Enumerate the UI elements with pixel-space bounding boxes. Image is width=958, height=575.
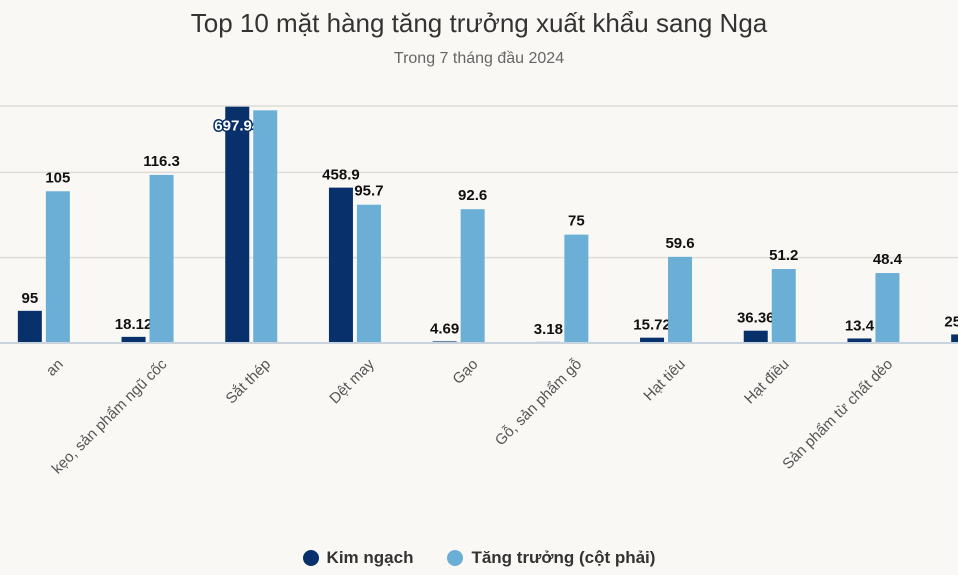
chart-subtitle: Trong 7 tháng đầu 2024 [393,50,565,67]
bar-kim-ngach-9 [951,334,958,343]
data-label-kim-ngach-6: 15.72 [633,317,671,334]
legend-label-tang-truong: Tăng trưởng (cột phải) [471,548,656,567]
data-label-kim-ngach-4: 4.69 [430,320,459,337]
legend-swatch-kim-ngach [302,550,319,566]
legend-item-kim-ngach[interactable]: Kim ngạch [302,548,414,568]
legend: Kim ngạch Tăng trưởng (cột phải) [0,548,958,568]
data-label-kim-ngach-9: 25.34 [944,313,958,330]
bar-tang-truong-2 [253,110,278,344]
bar-kim-ngach-0 [17,310,42,343]
category-label-4: Gạo [449,356,481,388]
legend-item-tang-truong[interactable]: Tăng trưởng (cột phải) [447,548,655,568]
data-label-tang-truong-7: 51.2 [769,247,798,264]
data-label-tang-truong-1: 116.3 [143,153,180,170]
category-label-0: an [43,356,67,380]
bar-tang-truong-1 [149,174,174,343]
data-label-tang-truong-3: 95.7 [354,183,383,200]
bar-kim-ngach-7 [743,330,768,343]
category-label-8: Sản phẩm từ chất dẻo [779,356,896,473]
bar-kim-ngach-2 [225,106,250,344]
bar-tang-truong-4 [460,209,485,343]
data-label-tang-truong-8: 48.4 [873,251,903,268]
data-label-kim-ngach-0: 95 [22,290,39,307]
category-label-3: Dệt may [326,355,378,407]
data-label-tang-truong-5: 75 [568,213,585,230]
category-label-1: kẹo, sản phẩm ngũ cốc [49,355,171,477]
bar-tang-truong-3 [356,204,381,343]
bar-kim-ngach-6 [640,337,665,343]
legend-swatch-tang-truong [447,550,464,566]
data-label-kim-ngach-5: 3.18 [534,321,563,338]
legend-label-kim-ngach: Kim ngạch [326,548,414,567]
bar-tang-truong-5 [564,234,589,343]
data-label-kim-ngach-8: 13.4 [845,317,875,334]
bar-tang-truong-8 [875,273,900,343]
data-label-tang-truong-6: 59.6 [665,235,694,252]
category-label-9: Cao su [954,356,958,402]
data-label-tang-truong-4: 92.6 [458,187,487,204]
chart-title: Top 10 mặt hàng tăng trưởng xuất khẩu sa… [190,8,768,38]
category-label-2: Sắt thép [223,356,275,408]
category-label-6: Hạt tiêu [640,356,689,405]
data-label-kim-ngach-1: 18.12 [115,316,153,333]
data-label-tang-truong-0: 105 [45,169,70,186]
data-label-kim-ngach-2: 697.94 [214,118,261,135]
category-label-7: Hạt điều [741,356,793,408]
bar-tang-truong-0 [45,191,70,343]
bar-tang-truong-7 [771,269,796,343]
category-label-5: Gỗ, sản phẩm gỗ [492,356,585,449]
bar-kim-ngach-8 [847,338,872,343]
bar-kim-ngach-3 [328,187,353,343]
data-label-kim-ngach-7: 36.36 [737,310,775,327]
bar-tang-truong-6 [668,256,693,343]
data-label-kim-ngach-3: 458.9 [322,167,360,184]
bar-kim-ngach-1 [121,336,146,343]
